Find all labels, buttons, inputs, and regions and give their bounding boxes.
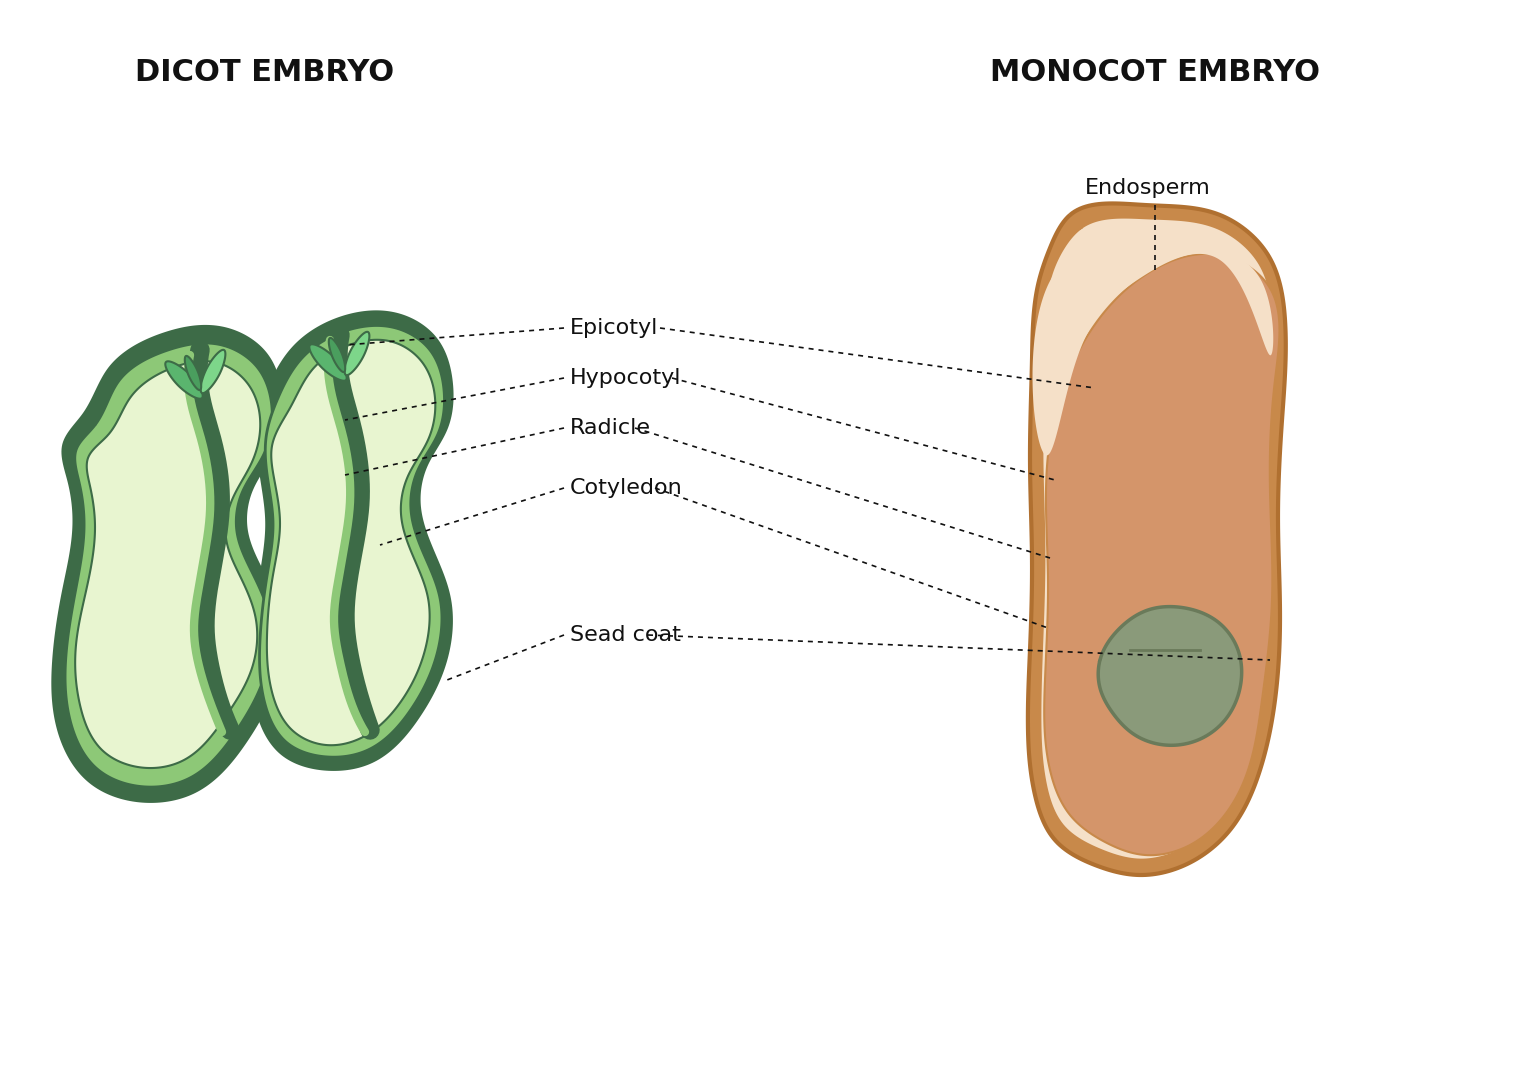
Polygon shape bbox=[260, 326, 444, 757]
Polygon shape bbox=[1028, 203, 1286, 875]
Polygon shape bbox=[1040, 217, 1275, 860]
Polygon shape bbox=[1032, 235, 1273, 455]
Polygon shape bbox=[201, 350, 226, 393]
Polygon shape bbox=[75, 362, 260, 768]
Text: Hypocotyl: Hypocotyl bbox=[570, 368, 682, 388]
Text: Cotyledon: Cotyledon bbox=[570, 478, 682, 498]
Polygon shape bbox=[1044, 254, 1279, 855]
Polygon shape bbox=[309, 344, 347, 381]
Polygon shape bbox=[166, 362, 203, 399]
Polygon shape bbox=[344, 332, 369, 375]
Text: Sead coat: Sead coat bbox=[570, 626, 680, 645]
Polygon shape bbox=[329, 338, 346, 372]
Text: Epicotyl: Epicotyl bbox=[570, 318, 659, 338]
Text: DICOT EMBRYO: DICOT EMBRYO bbox=[135, 58, 395, 87]
Text: Endosperm: Endosperm bbox=[1084, 178, 1210, 198]
Polygon shape bbox=[184, 356, 201, 390]
Polygon shape bbox=[267, 340, 435, 745]
Polygon shape bbox=[54, 328, 281, 800]
Polygon shape bbox=[65, 343, 272, 787]
Text: Radicle: Radicle bbox=[570, 418, 651, 438]
Polygon shape bbox=[253, 313, 450, 768]
Text: MONOCOT EMBRYO: MONOCOT EMBRYO bbox=[991, 58, 1319, 87]
Polygon shape bbox=[1098, 607, 1241, 745]
